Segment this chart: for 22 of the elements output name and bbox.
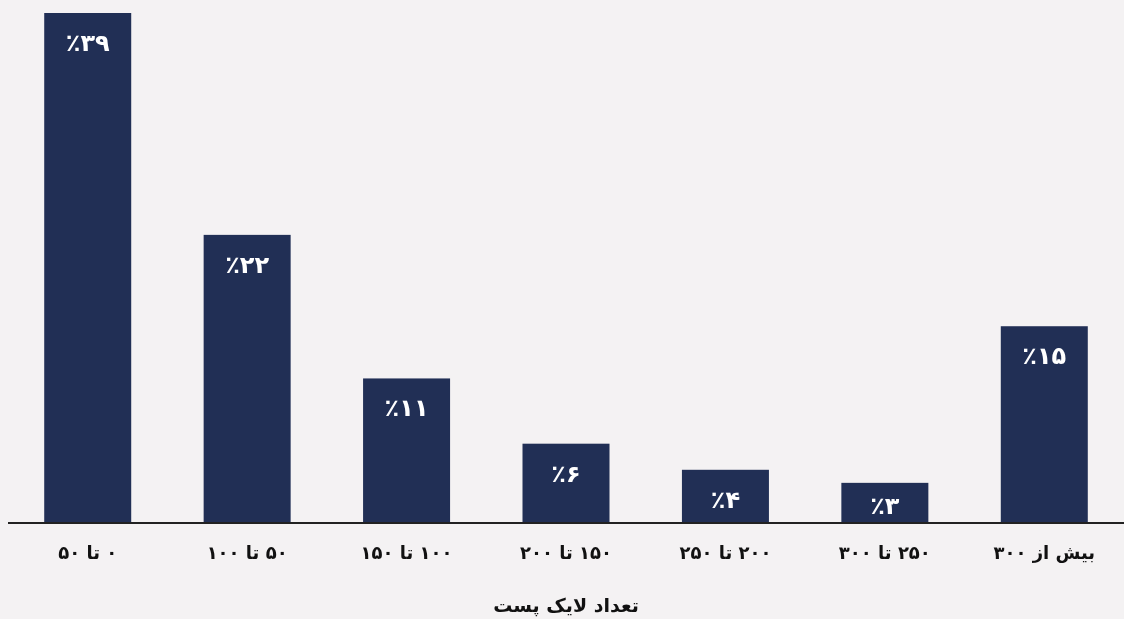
x-tick-label: ۲۵۰ تا ۳۰۰: [838, 542, 931, 563]
bar: [841, 482, 929, 522]
x-tick-label: ۲۰۰ تا ۲۵۰: [679, 542, 772, 563]
bar: [1000, 326, 1088, 522]
bar: [681, 469, 769, 522]
x-tick-label: ۰ تا ۵۰: [58, 542, 118, 563]
x-tick-label: ۵۰ تا ۱۰۰: [206, 542, 288, 563]
data-label: ٪۱۱: [384, 394, 429, 423]
x-tick-label: بیش از ۳۰۰: [993, 542, 1096, 563]
bar: [203, 234, 291, 522]
x-tick-label: ۱۵۰ تا ۲۰۰: [520, 542, 612, 563]
bar: [44, 13, 132, 522]
bar: [522, 443, 610, 522]
data-label: ٪۱۵: [1022, 342, 1067, 371]
bar: [363, 378, 451, 522]
data-label: ٪۴: [710, 485, 741, 514]
data-label: ٪۶: [551, 459, 581, 488]
x-tick-label: ۱۰۰ تا ۱۵۰: [360, 542, 453, 563]
x-axis-title: تعداد لایک پست: [493, 594, 639, 617]
data-label: ٪۳۹: [65, 29, 111, 57]
data-label: ٪۳: [870, 492, 900, 520]
data-label: ٪۲۲: [225, 250, 270, 279]
